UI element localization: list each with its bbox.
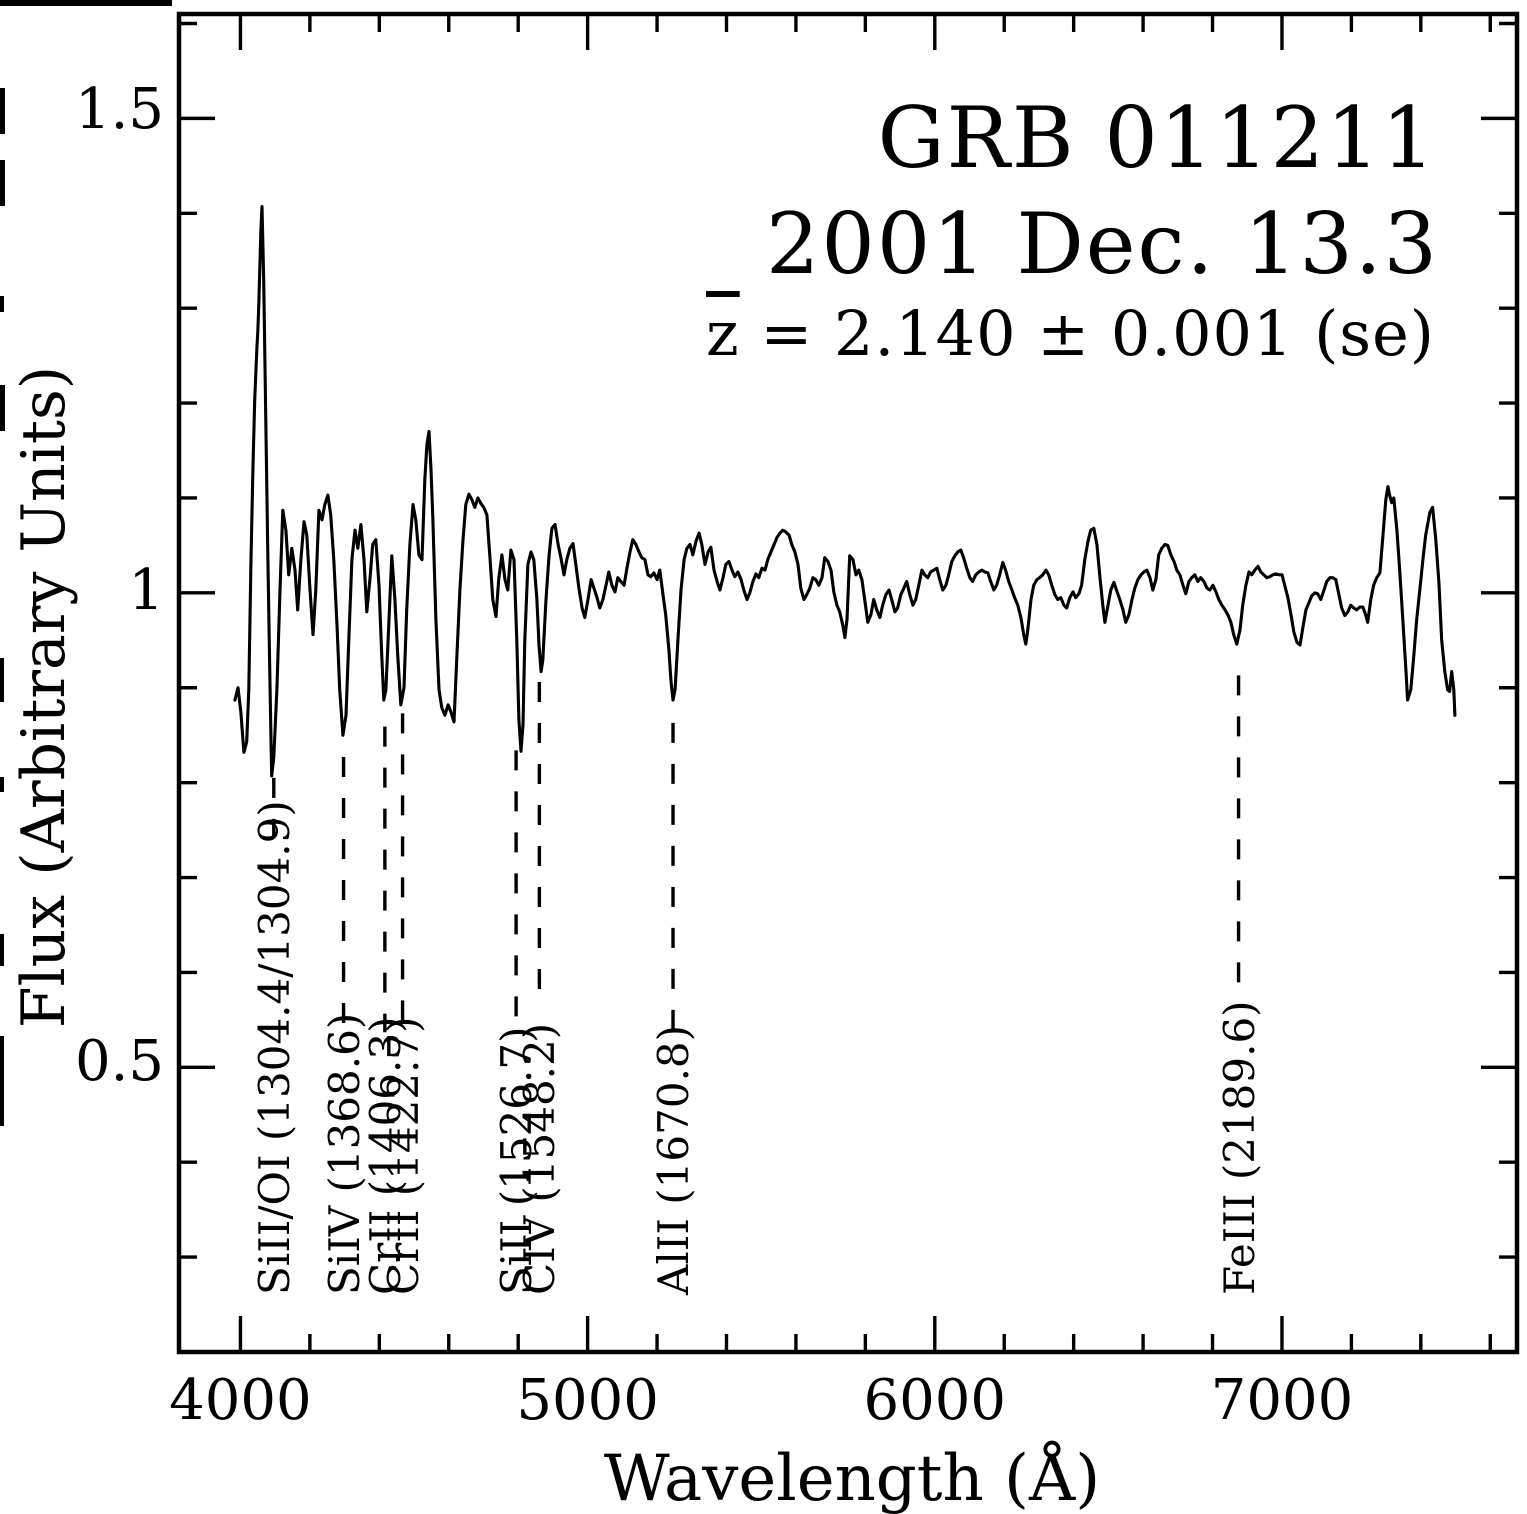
crop-artifact [0, 658, 4, 702]
x-tick-label-6000: 6000 [863, 1368, 1007, 1433]
crop-artifact [0, 88, 5, 134]
y-tick-label-0.5: 0.5 [74, 1029, 164, 1094]
observation-date: 2001 Dec. 13.3 [765, 195, 1439, 293]
crop-artifact [0, 160, 5, 206]
x-tick-label-5000: 5000 [516, 1368, 659, 1433]
y-tick-label-1.5: 1.5 [74, 77, 164, 142]
crop-artifact [0, 296, 4, 312]
spectral-line-label-2: SiIV (1368.6) [319, 1012, 369, 1295]
crop-artifact [0, 777, 4, 792]
x-tick-label-4000: 4000 [169, 1368, 312, 1433]
spectral-line-label-7: AlII (1670.8) [649, 1024, 699, 1295]
crop-artifact [0, 0, 172, 6]
y-tick-label-1: 1 [128, 558, 164, 623]
spectral-line-label-6: CIV (1548.2) [515, 1022, 565, 1295]
plot-title: GRB 011211 [877, 89, 1437, 187]
x-axis-title: Wavelength (Å) [603, 1442, 1101, 1514]
y-axis-title: Flux (Arbitrary Units) [9, 365, 79, 1029]
spectral-line-label-4: CrII (1422.7) [378, 1016, 428, 1295]
redshift-annotation: z = 2.140 ± 0.001 (se) [706, 297, 1435, 370]
spectral-line-label-1: SiII/OI (1304.4/1304.9) [249, 800, 299, 1295]
axes-frame [176, 11, 1520, 1355]
crop-artifact [0, 934, 4, 966]
spectral-line-label-8: FeIII (2189.6) [1214, 1000, 1264, 1295]
zbar-symbol: z [706, 297, 740, 370]
redshift-value: = 2.140 ± 0.001 (se) [739, 297, 1435, 370]
crop-artifact [0, 385, 5, 431]
x-tick-label-7000: 7000 [1210, 1368, 1354, 1433]
crop-artifact [0, 1036, 4, 1126]
spectrum-curve [233, 205, 1457, 778]
